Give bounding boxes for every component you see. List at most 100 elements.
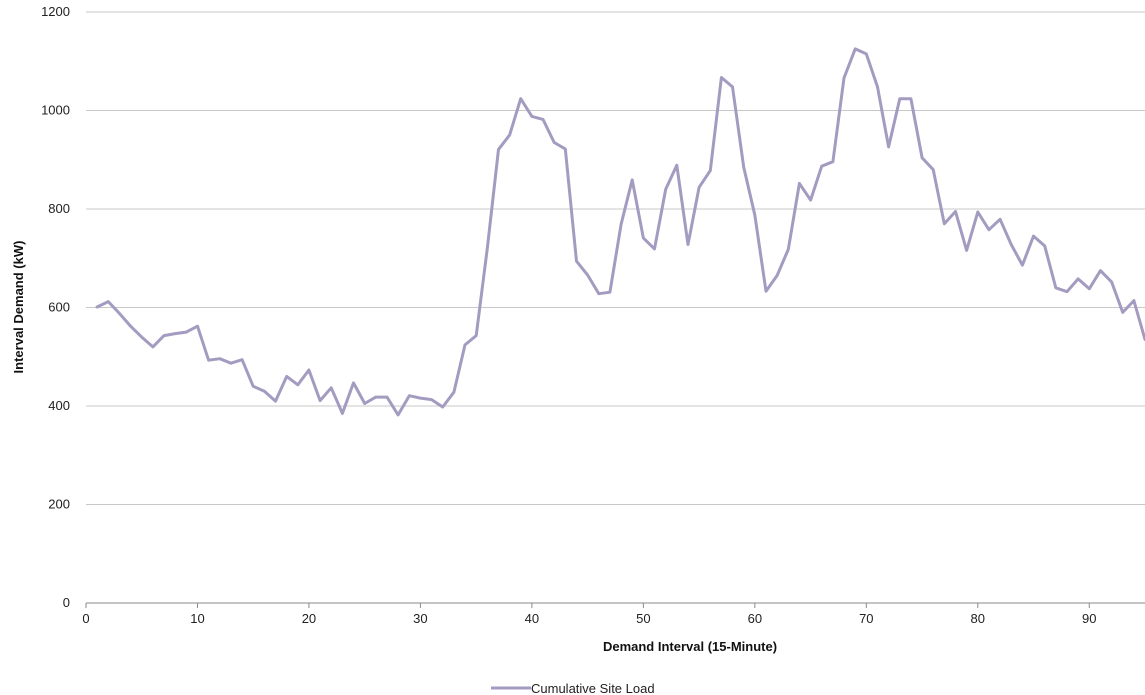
data-point (575, 260, 578, 263)
data-point (107, 300, 110, 303)
data-point (932, 168, 935, 171)
data-point (697, 186, 701, 189)
data-point (541, 118, 545, 121)
x-tick-label: 20 (302, 611, 316, 626)
data-point (709, 169, 712, 172)
data-point (653, 247, 656, 251)
data-point (854, 47, 857, 51)
data-point (631, 178, 634, 182)
data-point (954, 210, 957, 213)
data-point (252, 385, 255, 388)
data-point (118, 312, 121, 315)
data-point (129, 325, 132, 328)
data-point (798, 182, 801, 185)
y-tick-label: 800 (48, 201, 70, 216)
data-point (1032, 234, 1035, 238)
data-point (686, 243, 690, 246)
data-point (597, 292, 600, 295)
data-point (1065, 290, 1069, 293)
data-point (865, 52, 868, 56)
data-point (207, 359, 210, 362)
data-point (876, 85, 879, 89)
data-point (285, 375, 288, 378)
y-tick-label: 1000 (41, 103, 70, 118)
data-point (987, 228, 991, 231)
x-tick-label: 90 (1082, 611, 1096, 626)
data-point (185, 330, 188, 334)
x-axis-title: Demand Interval (15-Minute) (603, 639, 777, 654)
data-point (1010, 243, 1013, 246)
data-point (965, 249, 968, 252)
data-point (664, 188, 667, 191)
x-tick-label: 30 (413, 611, 427, 626)
data-point (608, 291, 612, 294)
data-point (943, 222, 946, 225)
data-point (1099, 269, 1102, 272)
data-point (341, 412, 344, 415)
data-point (809, 198, 812, 202)
data-point (887, 145, 890, 149)
y-tick-label: 1200 (41, 4, 70, 19)
data-point (229, 362, 233, 365)
data-point (1088, 287, 1091, 290)
y-axis-title: Interval Demand (kW) (11, 241, 26, 374)
data-point (753, 213, 756, 217)
data-point (1021, 263, 1024, 267)
data-point (419, 396, 422, 400)
data-point (196, 325, 199, 328)
x-tick-label: 70 (859, 611, 873, 626)
data-point (742, 165, 745, 169)
y-tick-label: 400 (48, 398, 70, 413)
data-point (519, 97, 522, 100)
legend-label: Cumulative Site Load (531, 681, 655, 695)
data-point (330, 386, 333, 389)
legend: Cumulative Site Load (491, 681, 655, 695)
x-tick-label: 60 (748, 611, 762, 626)
data-point (764, 290, 768, 293)
data-point (1043, 244, 1046, 248)
data-point (486, 247, 489, 250)
data-point (720, 76, 723, 79)
data-point (374, 395, 377, 399)
data-point (619, 223, 623, 226)
data-point (218, 357, 221, 360)
data-point (452, 391, 456, 394)
data-point (430, 398, 433, 401)
data-point (140, 335, 143, 339)
data-point (151, 345, 155, 349)
data-point (553, 141, 556, 144)
data-point (1076, 277, 1080, 281)
data-point (530, 115, 534, 118)
data-point (463, 343, 467, 347)
data-point (508, 133, 511, 137)
y-tick-label: 600 (48, 300, 70, 315)
data-point (296, 383, 299, 386)
x-tick-label: 10 (190, 611, 204, 626)
x-tick-label: 40 (525, 611, 539, 626)
series-group (95, 47, 1145, 417)
x-tick-labels: 0 10 20 30 40 50 60 70 80 90 (82, 611, 1096, 626)
y-tick-labels: 0 200 400 600 800 1000 1200 (41, 4, 70, 610)
data-point (898, 97, 901, 100)
data-point (642, 236, 645, 240)
data-point (95, 305, 99, 309)
y-gridlines (86, 11, 1145, 505)
data-point (1054, 286, 1058, 289)
data-point (475, 334, 478, 337)
data-point (363, 402, 366, 405)
series-line-0 (95, 47, 1145, 417)
data-point (174, 332, 177, 335)
data-point (775, 274, 779, 277)
data-point (396, 413, 400, 417)
data-point (385, 395, 389, 399)
y-tick-label: 0 (63, 595, 70, 610)
data-point (842, 76, 846, 80)
data-point (1110, 280, 1113, 284)
data-point (240, 358, 244, 361)
data-point (1121, 311, 1124, 314)
data-point (731, 85, 734, 89)
data-point (162, 334, 166, 337)
data-point (352, 381, 355, 385)
data-point (920, 156, 924, 159)
